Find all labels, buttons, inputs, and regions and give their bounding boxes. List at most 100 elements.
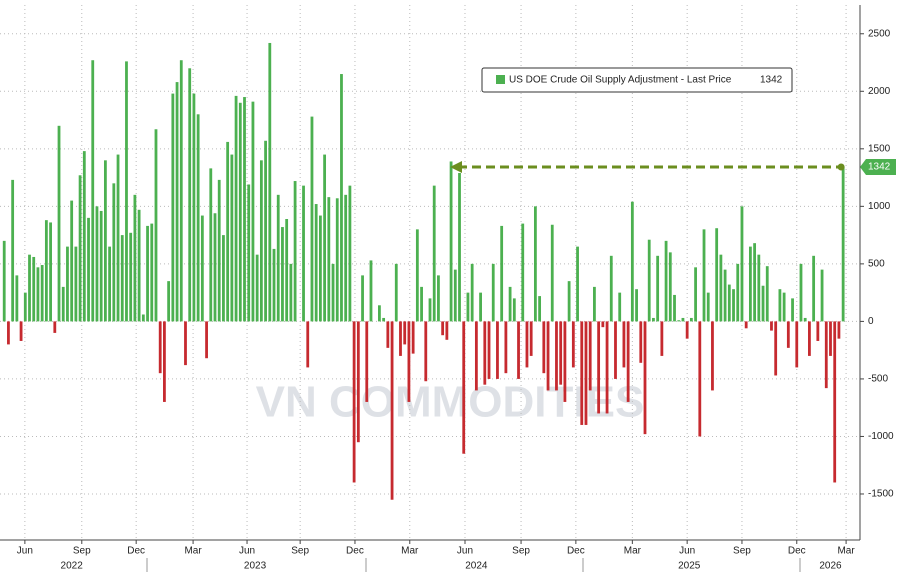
price-tag bbox=[860, 158, 896, 175]
bar bbox=[567, 281, 571, 322]
bar bbox=[647, 239, 651, 322]
bar bbox=[369, 260, 373, 322]
y-tick-label: 2500 bbox=[868, 28, 891, 39]
bar bbox=[289, 263, 293, 322]
bar bbox=[44, 220, 48, 322]
bar bbox=[108, 246, 112, 322]
bar bbox=[458, 172, 461, 322]
bar bbox=[689, 317, 693, 322]
x-tick-label: Dec bbox=[346, 546, 364, 557]
bar bbox=[812, 255, 816, 322]
year-label: 2022 bbox=[61, 561, 84, 572]
bar bbox=[171, 93, 175, 322]
bar bbox=[318, 215, 322, 322]
bar bbox=[120, 235, 124, 322]
bar bbox=[664, 240, 668, 322]
bar bbox=[327, 197, 331, 322]
bar bbox=[394, 263, 398, 322]
bar bbox=[723, 269, 727, 322]
bar bbox=[677, 320, 681, 322]
bar bbox=[673, 294, 676, 322]
bar bbox=[19, 321, 23, 341]
bar bbox=[247, 184, 251, 322]
arrow-head bbox=[450, 160, 462, 173]
bar bbox=[584, 321, 588, 425]
x-tick-label: Sep bbox=[73, 546, 91, 557]
bar bbox=[340, 74, 343, 322]
bar bbox=[276, 194, 280, 322]
bar bbox=[635, 289, 638, 322]
year-label: 2026 bbox=[819, 561, 842, 572]
bar bbox=[639, 321, 643, 363]
bar bbox=[196, 114, 200, 322]
arrow-dot bbox=[837, 163, 845, 171]
bar bbox=[626, 321, 630, 402]
bar bbox=[445, 321, 449, 340]
bar bbox=[361, 275, 364, 322]
bar bbox=[11, 179, 15, 322]
bar bbox=[129, 232, 133, 322]
bar bbox=[192, 93, 196, 322]
bar bbox=[803, 317, 807, 322]
bar bbox=[268, 42, 272, 322]
bar bbox=[407, 321, 411, 402]
bar bbox=[824, 321, 828, 389]
bar bbox=[272, 248, 276, 322]
y-tick-label: -500 bbox=[868, 374, 888, 385]
bar bbox=[70, 200, 74, 322]
bar bbox=[411, 321, 415, 354]
bar bbox=[521, 223, 525, 322]
bar bbox=[618, 292, 622, 322]
bar bbox=[125, 61, 128, 322]
bar bbox=[386, 321, 390, 348]
bar bbox=[786, 321, 790, 348]
bar bbox=[609, 255, 613, 322]
bar bbox=[816, 321, 820, 341]
bar bbox=[715, 228, 719, 322]
bar bbox=[306, 321, 310, 368]
bar bbox=[778, 289, 782, 322]
bar bbox=[378, 305, 381, 322]
bar bbox=[466, 292, 470, 322]
bar bbox=[774, 321, 778, 376]
bar bbox=[525, 321, 529, 368]
bar bbox=[382, 317, 386, 322]
bar bbox=[605, 321, 609, 414]
legend-swatch bbox=[496, 75, 505, 84]
bar bbox=[331, 263, 335, 322]
x-tick-label: Mar bbox=[184, 546, 202, 557]
x-tick-label: Sep bbox=[512, 546, 530, 557]
x-tick-label: Jun bbox=[17, 546, 33, 557]
bar bbox=[32, 256, 36, 322]
bar bbox=[154, 129, 158, 322]
bar bbox=[310, 116, 314, 322]
legend-value: 1342 bbox=[760, 75, 783, 86]
bar bbox=[28, 254, 31, 322]
legend: US DOE Crude Oil Supply Adjustment - Las… bbox=[481, 67, 793, 93]
x-tick-label: Sep bbox=[733, 546, 751, 557]
bar bbox=[550, 224, 554, 322]
bar bbox=[479, 292, 482, 322]
bar bbox=[15, 275, 19, 322]
x-tick-label: Dec bbox=[788, 546, 806, 557]
bar bbox=[711, 321, 714, 391]
bar bbox=[580, 321, 584, 425]
y-tick-label: 1000 bbox=[868, 201, 891, 212]
bar bbox=[259, 160, 263, 322]
y-tick-label: 0 bbox=[868, 316, 874, 327]
bar bbox=[753, 243, 757, 322]
bar bbox=[761, 285, 765, 322]
bar bbox=[432, 185, 436, 322]
bar bbox=[264, 140, 267, 322]
y-tick-label: -1000 bbox=[868, 431, 894, 442]
bar bbox=[706, 292, 710, 322]
bar bbox=[453, 269, 457, 322]
bar bbox=[255, 254, 259, 322]
bar bbox=[841, 166, 845, 322]
bar bbox=[736, 263, 740, 322]
bar bbox=[403, 321, 407, 345]
year-label: 2024 bbox=[465, 561, 488, 572]
bar bbox=[533, 206, 537, 322]
bar bbox=[323, 154, 327, 322]
bar bbox=[504, 321, 508, 374]
